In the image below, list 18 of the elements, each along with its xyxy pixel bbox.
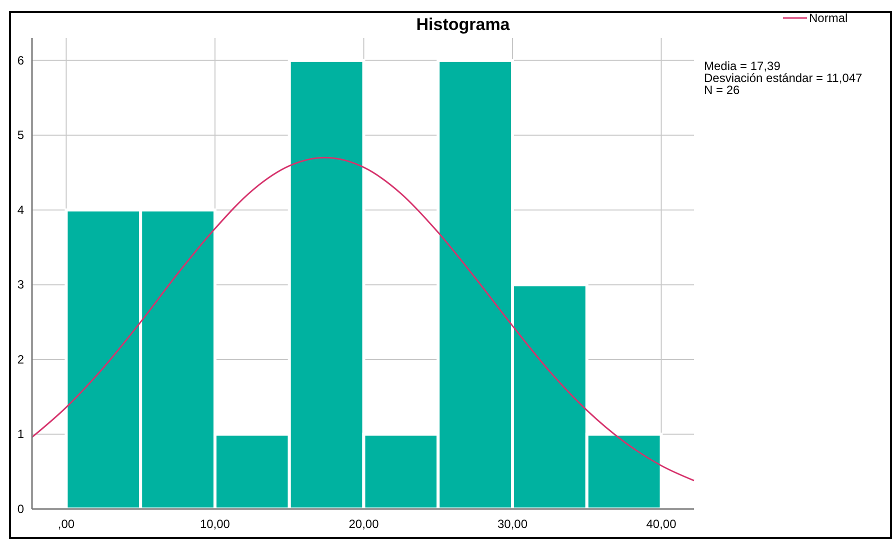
x-tick-label: 30,00: [497, 517, 528, 531]
y-tick-label: 6: [17, 53, 24, 68]
y-tick-label: 5: [17, 128, 24, 142]
x-tick-label: ,00: [58, 517, 75, 531]
y-tick-label: 4: [17, 202, 24, 217]
y-tick-label: 1: [17, 427, 24, 442]
text: Desviación estándar = 11,047: [704, 71, 863, 85]
text: N = 26: [704, 83, 740, 97]
x-tick-label: 10,00: [200, 517, 230, 531]
y-tick-label: 3: [17, 278, 24, 292]
chart-title: Histograma: [416, 15, 510, 34]
x-tick-label: 40,00: [646, 517, 677, 531]
text: Media = 17,39: [704, 59, 781, 73]
y-tick-label: 0: [17, 502, 24, 516]
line-series: [31, 156, 695, 482]
x-tick-label: 20,00: [348, 517, 380, 531]
y-tick-label: 2: [17, 352, 24, 366]
legend-label: Normal: [809, 11, 848, 25]
